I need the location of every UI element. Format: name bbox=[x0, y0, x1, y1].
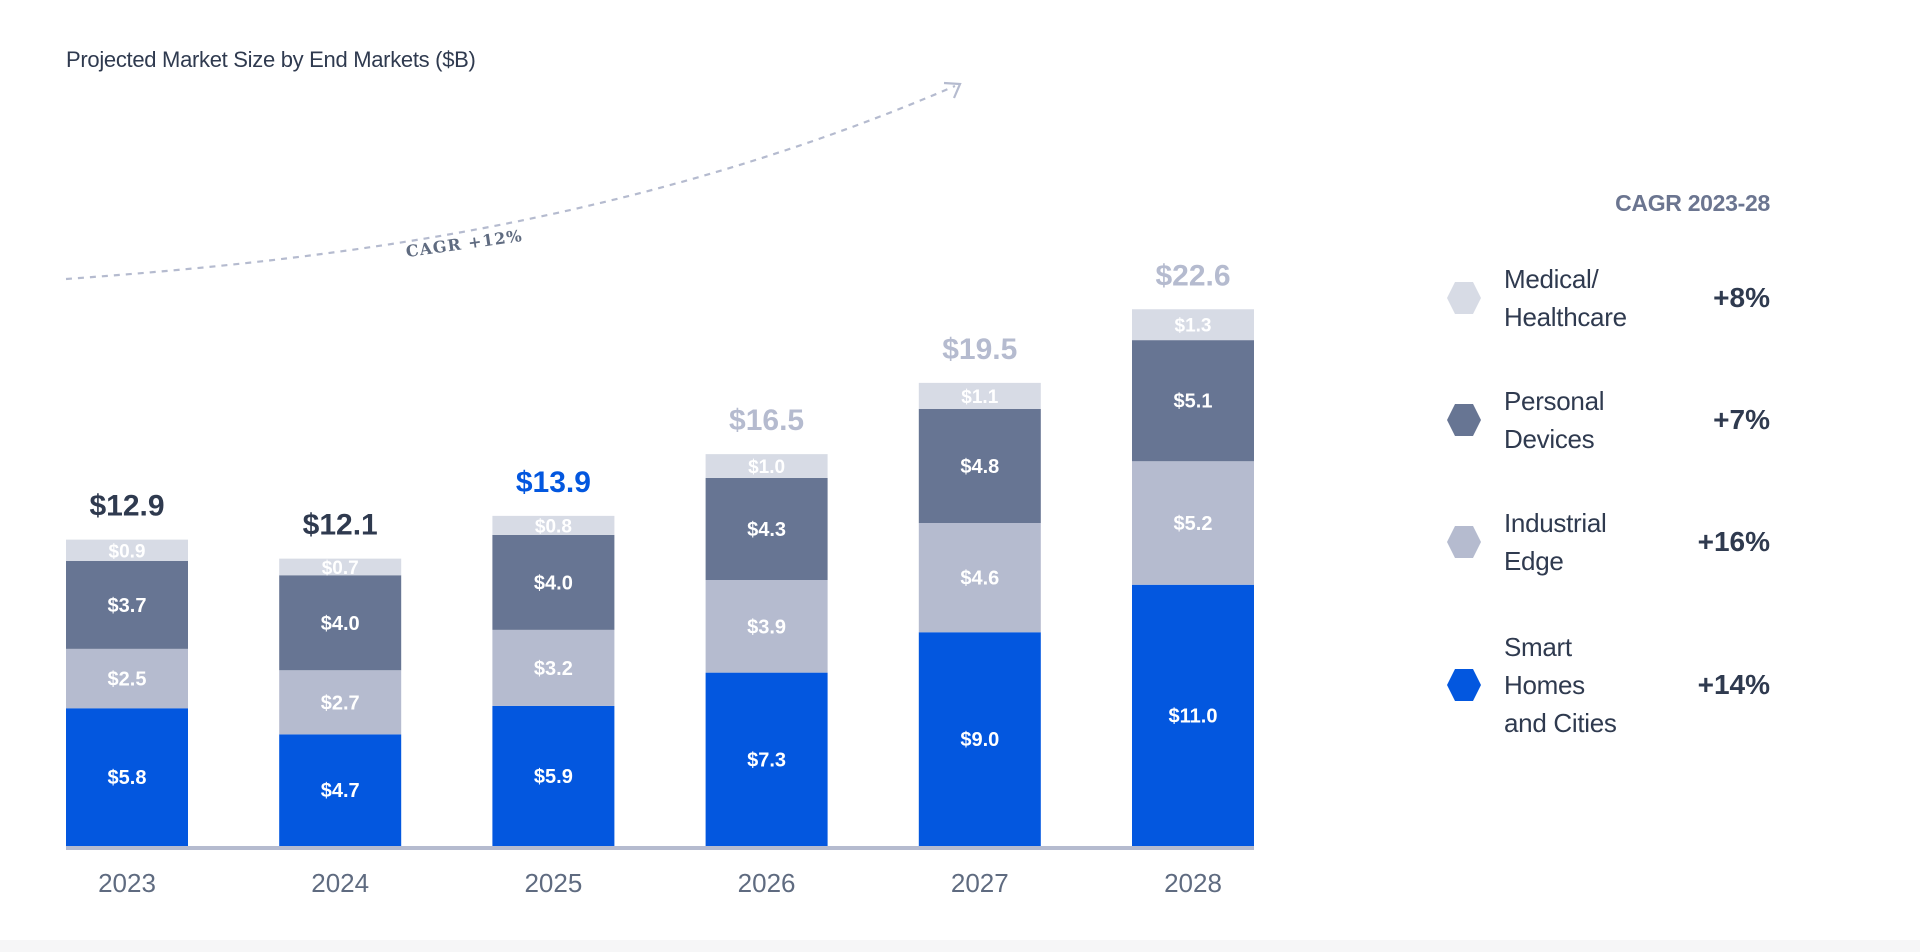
bar-segment bbox=[918, 409, 1041, 523]
hexagon-icon bbox=[1447, 282, 1481, 314]
bar-segment bbox=[492, 705, 615, 846]
bar-value-label: $3.2 bbox=[534, 658, 573, 680]
legend-item-personal-devices: Personal Devices +7% bbox=[1440, 382, 1770, 458]
bar-segment bbox=[66, 561, 188, 649]
legend-cagr-value: +14% bbox=[1697, 669, 1770, 700]
bar-value-label: $2.5 bbox=[108, 669, 147, 691]
bar-total-label: $22.6 bbox=[1155, 259, 1230, 292]
bar-value-label: $5.8 bbox=[108, 767, 147, 789]
legend-cagr-value: +7% bbox=[1713, 404, 1770, 435]
bar-segment bbox=[279, 558, 402, 576]
legend-header: CAGR 2023-28 bbox=[1615, 190, 1770, 216]
bar-value-label: $1.1 bbox=[961, 387, 998, 408]
legend-item-medical: Medical/ Healthcare +8% bbox=[1440, 260, 1770, 336]
bar-segment bbox=[705, 580, 828, 673]
bar-value-label: $2.7 bbox=[321, 692, 360, 714]
bar-segment bbox=[279, 670, 402, 735]
bar-segment bbox=[1132, 340, 1254, 462]
bar-value-label: $4.3 bbox=[747, 519, 786, 541]
bar-value-label: $4.0 bbox=[321, 613, 360, 635]
bar-value-label: $9.0 bbox=[960, 729, 999, 751]
legend-label: Medical/ Healthcare bbox=[1504, 264, 1627, 332]
bar-value-label: $0.8 bbox=[535, 516, 572, 537]
bar-value-label: $4.8 bbox=[960, 456, 999, 478]
bar-segment bbox=[492, 534, 615, 630]
bar-segment bbox=[918, 382, 1041, 409]
legend-label: Personal Devices bbox=[1504, 386, 1605, 454]
bar-value-label: $5.2 bbox=[1174, 513, 1213, 535]
bar-value-label: $4.6 bbox=[960, 568, 999, 590]
bar-value-label: $4.7 bbox=[321, 780, 360, 802]
x-tick-label: 2024 bbox=[311, 868, 369, 898]
legend-label: Smart Homes and Cities bbox=[1504, 632, 1617, 738]
bar-segment bbox=[66, 539, 188, 561]
bar-value-label: $7.3 bbox=[747, 749, 786, 771]
bar-total-label: $12.9 bbox=[89, 490, 164, 523]
bar-total-label: $16.5 bbox=[729, 404, 804, 437]
chart-title: Projected Market Size by End Markets ($B… bbox=[66, 47, 476, 72]
bar-value-label: $5.9 bbox=[534, 766, 573, 788]
legend-cagr-value: +16% bbox=[1697, 526, 1770, 557]
bar-segment bbox=[705, 672, 828, 846]
bar-value-label: $3.9 bbox=[747, 616, 786, 638]
footer-band bbox=[0, 940, 1920, 952]
x-tick-label: 2023 bbox=[98, 868, 156, 898]
bar-segment bbox=[918, 523, 1041, 633]
legend-item-smart-homes: Smart Homes and Cities +14% bbox=[1440, 628, 1770, 742]
bar-segment bbox=[705, 477, 828, 580]
x-tick-label: 2026 bbox=[738, 868, 796, 898]
bar-value-label: $3.7 bbox=[108, 595, 147, 617]
x-tick-label: 2028 bbox=[1164, 868, 1222, 898]
bar-segment bbox=[279, 734, 402, 846]
bar-segment bbox=[705, 454, 828, 478]
bar-segment bbox=[1132, 584, 1254, 846]
hexagon-icon bbox=[1447, 669, 1481, 701]
hexagon-icon bbox=[1447, 404, 1481, 436]
bar-value-label: $1.0 bbox=[748, 457, 785, 478]
bar-segment bbox=[918, 632, 1041, 846]
bar-total-label: $13.9 bbox=[516, 466, 591, 499]
bar-value-label: $0.7 bbox=[322, 558, 359, 579]
bar-segment bbox=[279, 575, 402, 671]
bars-group: $5.8 $2.5 $3.7 $0.9 $12.9 2023 $4.7 $2.7 $4.0 $0.… bbox=[66, 259, 1254, 898]
legend-cagr-value: +8% bbox=[1713, 282, 1770, 313]
bar-total-label: $19.5 bbox=[942, 333, 1017, 366]
bar-value-label: $11.0 bbox=[1169, 705, 1218, 727]
bar-segment bbox=[66, 648, 188, 709]
x-tick-label: 2025 bbox=[524, 868, 582, 898]
legend-item-industrial-edge: Industrial Edge +16% bbox=[1440, 504, 1770, 580]
bar-segment bbox=[1132, 461, 1254, 585]
bar-segment bbox=[1132, 309, 1254, 341]
bar-value-label: $4.0 bbox=[534, 572, 573, 594]
bar-segment bbox=[492, 515, 615, 535]
bar-value-label: $0.9 bbox=[109, 541, 146, 562]
legend-label: Industrial Edge bbox=[1504, 508, 1607, 576]
bar-value-label: $5.1 bbox=[1174, 391, 1213, 413]
bar-value-label: $1.3 bbox=[1175, 316, 1212, 337]
cagr-arrow-head bbox=[943, 81, 962, 99]
cagr-trend-arc bbox=[65, 84, 956, 281]
hexagon-icon bbox=[1447, 526, 1481, 558]
bar-segment bbox=[492, 629, 615, 706]
bar-segment bbox=[66, 708, 188, 846]
x-tick-label: 2027 bbox=[951, 868, 1009, 898]
bar-total-label: $12.1 bbox=[303, 509, 378, 542]
